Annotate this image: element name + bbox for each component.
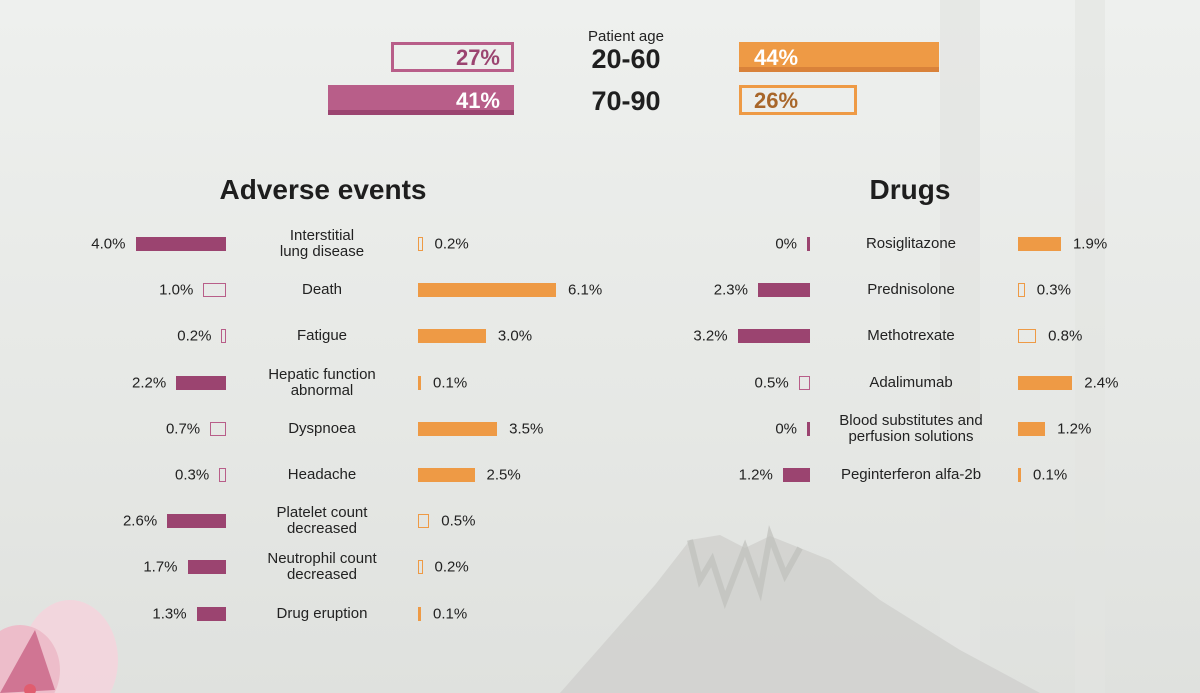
left-value-label: 3.2% bbox=[693, 327, 728, 345]
right-value-label: 0.1% bbox=[433, 374, 468, 392]
left-value-label: 0% bbox=[775, 235, 797, 253]
right-value-label: 0.3% bbox=[1036, 281, 1071, 299]
left-bar bbox=[807, 237, 810, 251]
left-value-label: 0.7% bbox=[165, 420, 201, 438]
category-label: Drug eruption bbox=[276, 604, 368, 622]
left-bar bbox=[757, 283, 810, 298]
right-value-label: 3.5% bbox=[509, 420, 544, 438]
right-value-label: 0.2% bbox=[434, 235, 469, 253]
left-value-label: 0.5% bbox=[754, 374, 789, 392]
right-value-label: 3.0% bbox=[497, 327, 533, 345]
right-bar bbox=[418, 560, 423, 575]
left-value-label: 2.2% bbox=[132, 374, 167, 392]
right-bar bbox=[418, 283, 556, 298]
mountain-illustration bbox=[560, 535, 1040, 693]
category-label: Blood substitutes and perfusion solution… bbox=[839, 411, 983, 445]
left-bar bbox=[807, 421, 810, 436]
left-value-label: 0.2% bbox=[177, 327, 212, 345]
age-right-bar bbox=[739, 42, 939, 72]
right-value-label: 0.8% bbox=[1048, 327, 1083, 345]
age-left-bar bbox=[327, 85, 514, 115]
right-bar bbox=[1018, 375, 1073, 390]
right-value-label: 1.2% bbox=[1057, 420, 1092, 438]
right-bar bbox=[1018, 237, 1061, 251]
right-bar bbox=[1018, 421, 1046, 436]
right-value-label: 0.1% bbox=[433, 605, 468, 623]
category-label: Neutrophil count decreased bbox=[267, 550, 377, 584]
left-bar bbox=[176, 375, 226, 390]
right-bar bbox=[1018, 283, 1025, 298]
adverse-events-title: Adverse events bbox=[219, 174, 427, 205]
left-bar bbox=[167, 514, 226, 529]
category-label: Dyspnoea bbox=[288, 419, 356, 437]
left-bar bbox=[203, 283, 226, 298]
category-label: Methotrexate bbox=[867, 327, 955, 345]
category-label: Hepatic function abnormal bbox=[268, 365, 376, 399]
age-range-70-90: 70-90 bbox=[591, 86, 661, 116]
left-bar bbox=[196, 606, 226, 621]
category-label: Prednisolone bbox=[867, 281, 955, 299]
left-bar bbox=[187, 560, 226, 575]
left-bar bbox=[135, 237, 226, 251]
left-value-label: 0% bbox=[775, 420, 797, 438]
left-value-label: 2.6% bbox=[122, 512, 158, 530]
right-bar bbox=[418, 237, 423, 251]
right-value-label: 2.5% bbox=[486, 466, 521, 484]
category-label: Headache bbox=[287, 466, 357, 483]
flower-illustration bbox=[0, 600, 118, 693]
right-bar bbox=[418, 421, 498, 436]
right-value-label: 1.9% bbox=[1072, 235, 1108, 253]
category-label: Interstitial lung disease bbox=[279, 227, 365, 260]
left-value-label: 0.3% bbox=[175, 466, 210, 484]
age-left-bar bbox=[391, 42, 514, 72]
right-bar bbox=[1018, 468, 1021, 482]
left-bar bbox=[782, 468, 810, 482]
left-bar bbox=[221, 329, 226, 344]
category-label: Rosiglitazone bbox=[865, 235, 957, 252]
category-label: Platelet count decreased bbox=[276, 504, 368, 538]
right-value-label: 0.2% bbox=[434, 558, 469, 576]
age-right-percent: 44% bbox=[754, 45, 799, 70]
left-value-label: 1.7% bbox=[143, 558, 178, 576]
left-value-label: 1.0% bbox=[159, 281, 194, 299]
drugs-title: Drugs bbox=[869, 174, 951, 205]
right-bar bbox=[418, 606, 421, 621]
patient-age-label: Patient age bbox=[588, 28, 664, 45]
left-value-label: 1.3% bbox=[152, 605, 187, 623]
right-value-label: 0.1% bbox=[1033, 466, 1068, 484]
left-value-label: 2.3% bbox=[713, 281, 748, 299]
left-bar bbox=[210, 421, 226, 436]
left-bar bbox=[219, 468, 226, 482]
left-value-label: 4.0% bbox=[91, 235, 126, 253]
left-bar bbox=[737, 329, 810, 344]
category-label: Fatigue bbox=[296, 327, 348, 345]
age-right-percent: 26% bbox=[754, 88, 799, 113]
age-right-bar bbox=[739, 85, 858, 115]
right-value-label: 0.5% bbox=[441, 512, 476, 530]
right-value-label: 6.1% bbox=[568, 281, 603, 299]
age-left-percent: 41% bbox=[455, 88, 500, 113]
age-range-20-60: 20-60 bbox=[591, 44, 661, 74]
right-bar bbox=[418, 514, 430, 529]
right-value-label: 2.4% bbox=[1084, 374, 1119, 392]
right-bar bbox=[1018, 329, 1037, 344]
age-left-percent: 27% bbox=[455, 45, 500, 70]
left-bar bbox=[798, 375, 810, 390]
category-label: Peginterferon alfa-2b bbox=[840, 466, 982, 483]
category-label: Death bbox=[301, 281, 343, 299]
category-label: Adalimumab bbox=[869, 373, 953, 391]
right-bar bbox=[418, 375, 421, 390]
right-bar bbox=[418, 329, 486, 344]
right-bar bbox=[418, 468, 475, 482]
left-value-label: 1.2% bbox=[738, 466, 773, 484]
